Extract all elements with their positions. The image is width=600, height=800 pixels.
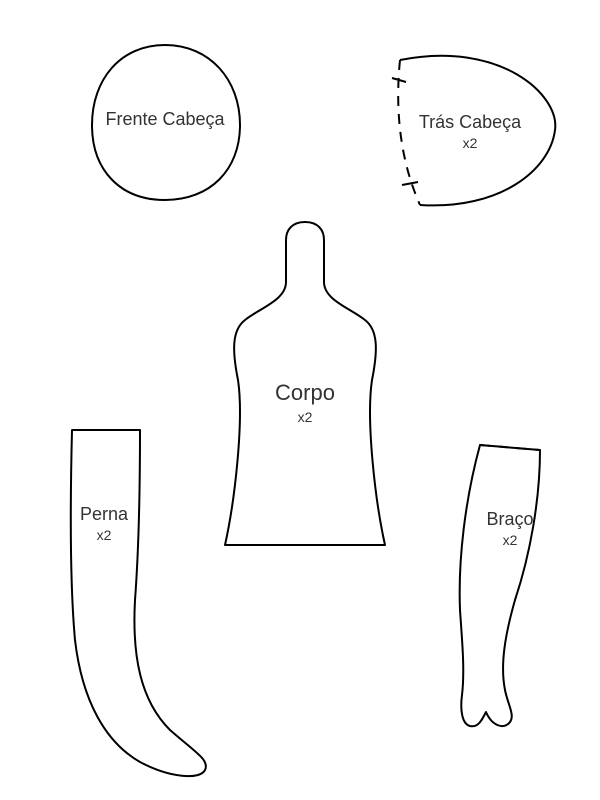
- arm-count: x2: [503, 532, 518, 548]
- piece-body: Corpo x2: [225, 222, 385, 545]
- arm-outline: [460, 445, 540, 726]
- body-count: x2: [298, 409, 313, 425]
- leg-label: Perna: [80, 504, 129, 524]
- head-front-label: Frente Cabeça: [105, 109, 225, 129]
- arm-label: Braço: [486, 509, 533, 529]
- body-label: Corpo: [275, 380, 335, 405]
- piece-arm: Braço x2: [460, 445, 540, 726]
- piece-head-front: Frente Cabeça: [92, 45, 240, 200]
- piece-head-back: Trás Cabeça x2: [392, 56, 555, 206]
- head-back-label: Trás Cabeça: [419, 112, 522, 132]
- piece-leg: Perna x2: [71, 430, 206, 776]
- head-back-count: x2: [463, 135, 478, 151]
- head-back-tick-bottom: [402, 182, 418, 185]
- pattern-canvas: Frente Cabeça Trás Cabeça x2 Corpo x2 Pe…: [0, 0, 600, 800]
- leg-outline: [71, 430, 206, 776]
- leg-count: x2: [97, 527, 112, 543]
